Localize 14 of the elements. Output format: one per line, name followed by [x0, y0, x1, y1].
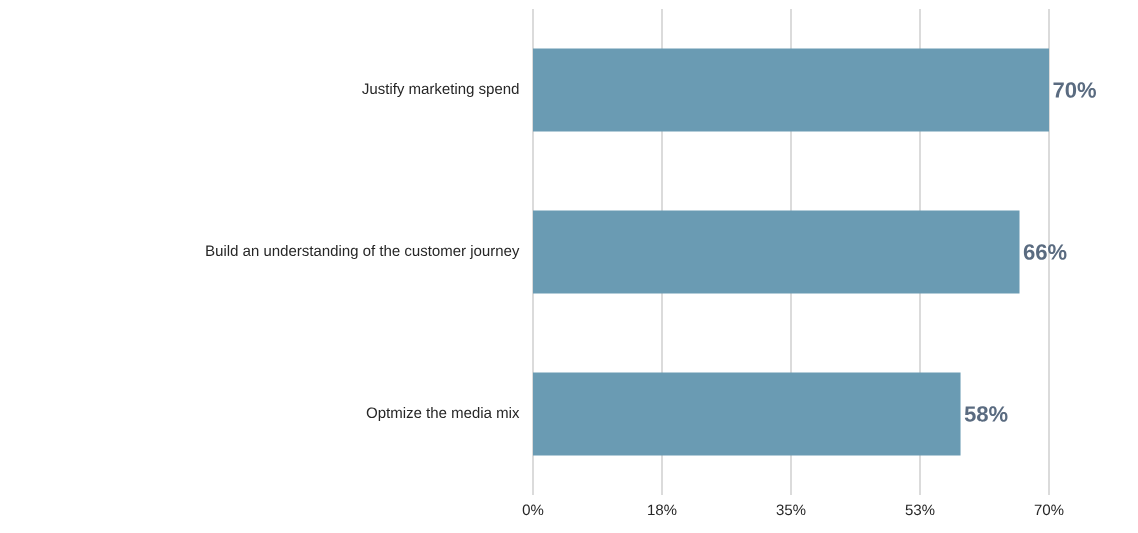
y-tick-label: Optmize the media mix — [366, 407, 520, 421]
bar — [533, 372, 961, 456]
data-label: 58% — [964, 406, 1008, 422]
bar — [533, 48, 1049, 132]
x-tick-label: 18% — [648, 504, 677, 516]
bar — [533, 210, 1020, 294]
x-tick-label: 0% — [522, 504, 544, 516]
x-tick-label: 53% — [905, 504, 935, 516]
data-label: 66% — [1023, 244, 1067, 260]
y-tick-label: Justify marketing spend — [362, 83, 519, 97]
x-tick-label: 35% — [776, 504, 806, 516]
y-tick-label: Build an understanding of the customer journey — [206, 245, 520, 259]
x-tick-label: 70% — [1034, 504, 1064, 516]
data-label: 70% — [1053, 82, 1096, 98]
